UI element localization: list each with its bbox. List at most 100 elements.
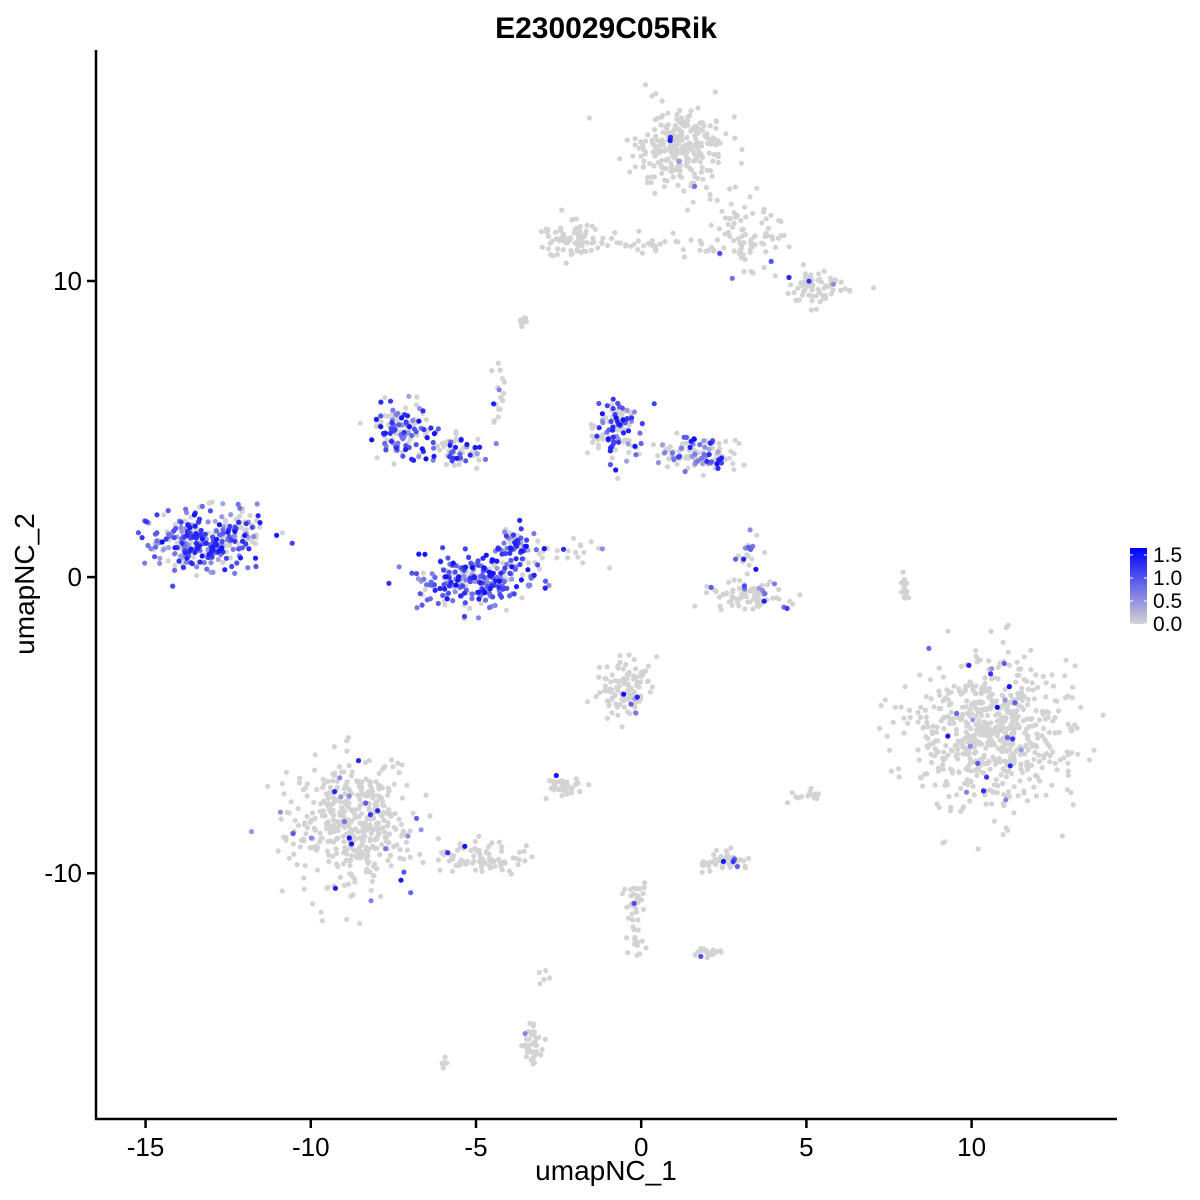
scatter-point xyxy=(475,562,481,568)
scatter-point xyxy=(687,444,693,451)
scatter-point xyxy=(991,782,998,788)
scatter-point xyxy=(143,519,149,525)
scatter-point xyxy=(225,529,231,535)
scatter-point xyxy=(684,160,690,166)
scatter-point xyxy=(413,402,419,408)
scatter-point xyxy=(959,711,966,718)
scatter-point xyxy=(397,847,403,853)
scatter-point xyxy=(370,827,376,834)
scatter-point xyxy=(993,777,999,783)
scatter-point xyxy=(483,552,489,558)
scatter-point xyxy=(408,890,414,896)
scatter-point xyxy=(700,176,706,182)
scatter-point xyxy=(323,801,330,807)
scatter-point xyxy=(817,299,823,305)
scatter-point xyxy=(714,197,720,203)
scatter-point xyxy=(988,787,994,793)
scatter-point xyxy=(719,863,725,869)
scatter-point xyxy=(189,561,195,567)
scatter-point xyxy=(452,589,458,595)
scatter-point xyxy=(948,689,954,695)
scatter-point xyxy=(1012,700,1018,706)
scatter-point xyxy=(535,562,541,568)
scatter-point xyxy=(776,217,782,223)
scatter-point xyxy=(621,704,627,710)
scatter-point xyxy=(1009,771,1015,777)
scatter-point xyxy=(310,901,316,907)
scatter-point xyxy=(591,239,597,245)
scatter-point xyxy=(681,188,687,194)
scatter-point xyxy=(698,455,705,462)
scatter-point xyxy=(1041,725,1047,732)
scatter-point xyxy=(1043,694,1049,700)
scatter-point xyxy=(627,169,633,175)
scatter-point xyxy=(726,579,732,585)
scatter-point xyxy=(667,137,673,144)
scatter-point xyxy=(326,858,332,865)
scatter-point xyxy=(1069,727,1075,733)
scatter-point xyxy=(917,774,924,780)
scatter-point xyxy=(223,555,229,561)
scatter-point xyxy=(290,841,296,847)
scatter-point xyxy=(932,746,938,752)
scatter-point xyxy=(687,113,693,119)
scatter-point xyxy=(577,788,583,795)
scatter-point xyxy=(274,532,280,538)
scatter-point xyxy=(964,698,970,704)
scatter-point xyxy=(300,787,306,793)
scatter-point xyxy=(522,858,528,864)
scatter-point xyxy=(989,666,995,672)
scatter-point xyxy=(701,451,707,457)
scatter-point xyxy=(304,793,310,799)
scatter-point xyxy=(491,401,497,407)
scatter-point xyxy=(452,444,459,450)
scatter-point xyxy=(664,464,671,470)
scatter-point xyxy=(743,214,749,220)
scatter-point xyxy=(1013,679,1019,685)
scatter-point xyxy=(679,144,686,150)
scatter-point xyxy=(374,799,380,805)
scatter-point xyxy=(475,436,481,442)
scatter-point xyxy=(547,252,554,258)
scatter-point xyxy=(523,843,530,849)
scatter-point xyxy=(995,676,1001,682)
scatter-point xyxy=(446,454,453,460)
scatter-point xyxy=(321,781,327,787)
scatter-point xyxy=(254,501,260,507)
scatter-point xyxy=(674,430,680,436)
scatter-point xyxy=(531,531,537,537)
scatter-point xyxy=(407,828,413,834)
scatter-point xyxy=(320,813,326,819)
scatter-point xyxy=(525,560,532,566)
scatter-point xyxy=(442,586,448,592)
scatter-point xyxy=(926,645,932,652)
scatter-point xyxy=(396,564,402,570)
scatter-point xyxy=(635,917,641,923)
scatter-point xyxy=(416,454,422,460)
scatter-point xyxy=(677,168,683,174)
scatter-point xyxy=(605,242,611,249)
scatter-point xyxy=(1003,825,1009,831)
scatter-point xyxy=(626,422,632,429)
scatter-point xyxy=(501,859,507,865)
scatter-point xyxy=(522,1031,528,1037)
scatter-point xyxy=(716,457,722,463)
scatter-point xyxy=(626,915,632,921)
scatter-point xyxy=(230,546,236,553)
scatter-point xyxy=(324,822,330,829)
scatter-point xyxy=(963,789,970,795)
scatter-point xyxy=(440,545,446,551)
scatter-point xyxy=(574,248,581,254)
scatter-point xyxy=(462,859,468,865)
scatter-point xyxy=(678,174,685,180)
scatter-point xyxy=(1047,759,1053,765)
scatter-point xyxy=(513,584,520,590)
scatter-point xyxy=(761,265,767,271)
scatter-point xyxy=(715,858,721,864)
scatter-point xyxy=(403,446,409,453)
scatter-point xyxy=(501,578,507,584)
scatter-point xyxy=(659,170,665,176)
scatter-point xyxy=(695,175,701,181)
scatter-point xyxy=(345,881,352,887)
scatter-point xyxy=(301,886,307,892)
